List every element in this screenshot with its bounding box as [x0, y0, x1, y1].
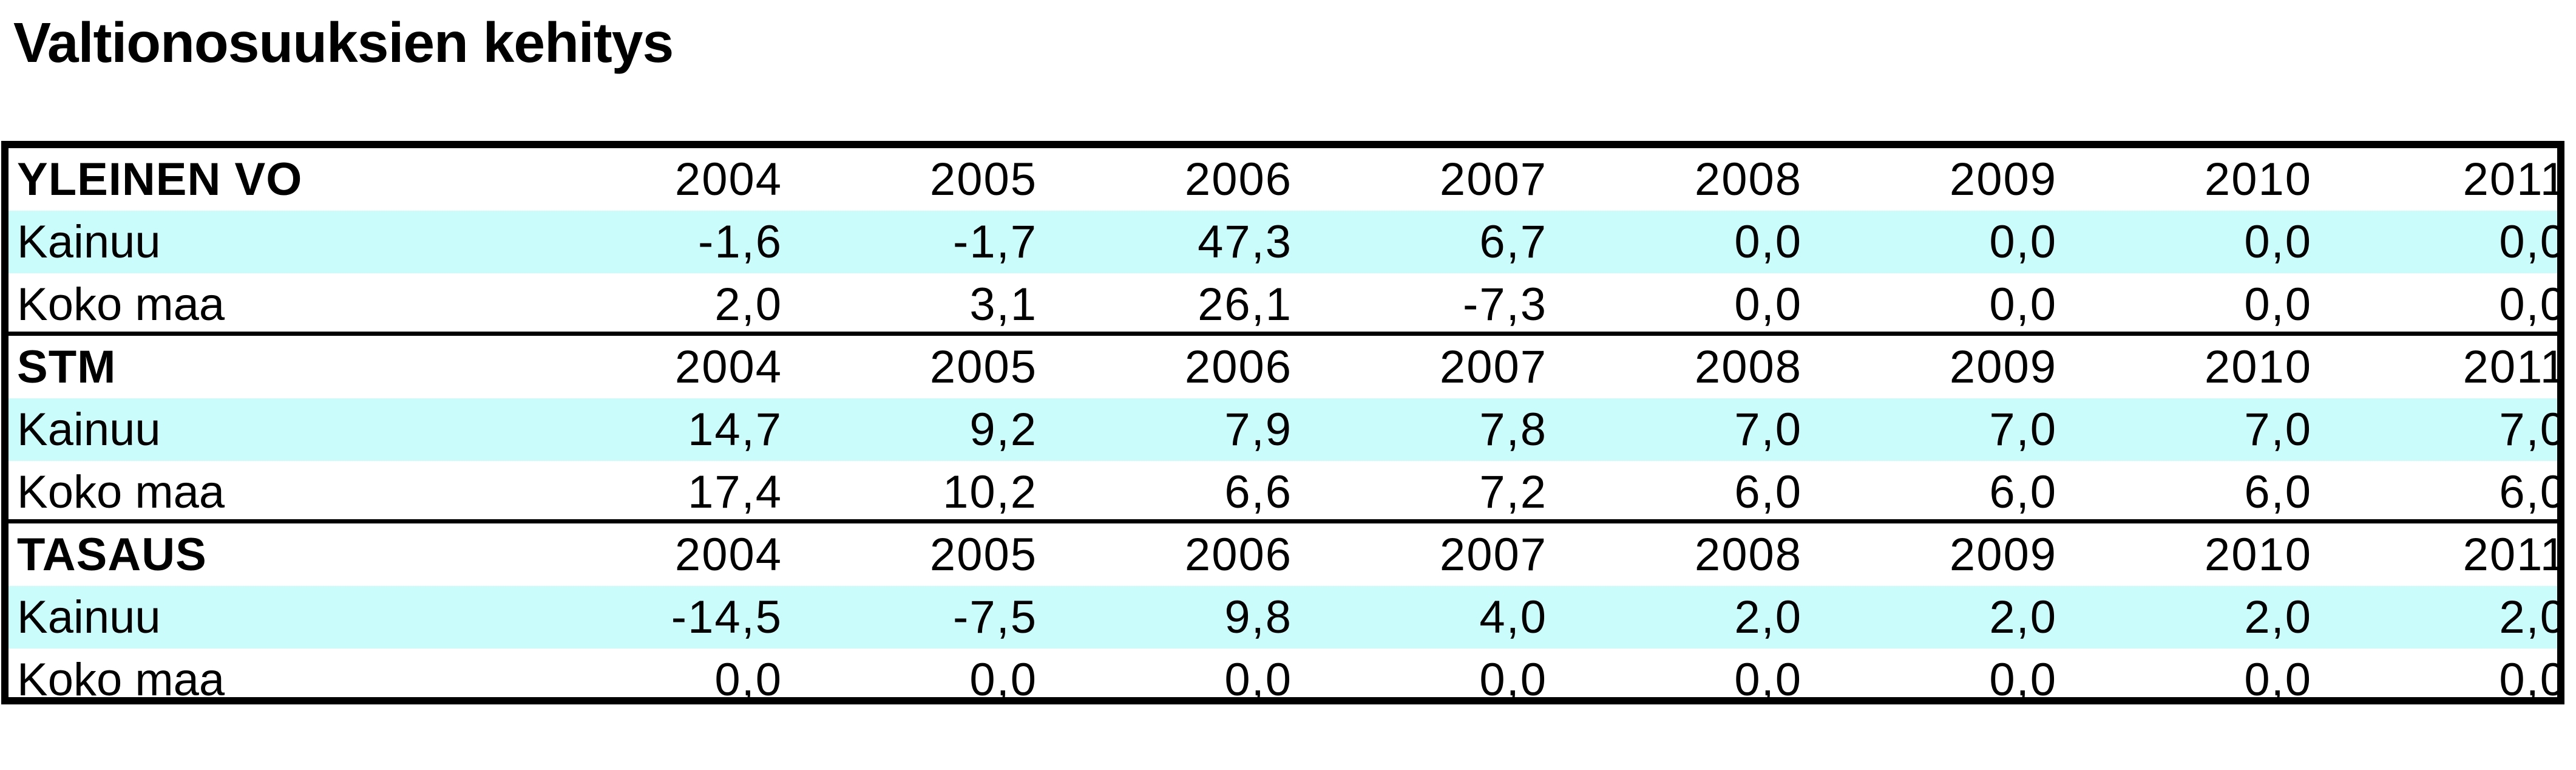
table-row-koko-maa: Koko maa 17,4 10,2 6,6 7,2 6,0 6,0 6,0 6…	[8, 461, 2566, 523]
value-cell: 2,0	[1734, 591, 1802, 643]
value-cell: 7,0	[2499, 404, 2567, 455]
value-cell: 47,3	[1198, 216, 1292, 268]
value-cell: 0,0	[2499, 279, 2567, 330]
table-section-yleinen-vo: YLEINEN VO 2004 2005 2006 2007 2008 2009…	[8, 148, 2566, 332]
year-cell: 2010	[2204, 341, 2312, 393]
year-cell: 2009	[1949, 154, 2057, 205]
value-cell: 7,0	[1989, 404, 2057, 455]
section-header-row: TASAUS 2004 2005 2006 2007 2008 2009 201…	[8, 523, 2566, 586]
value-cell: -1,7	[953, 216, 1037, 268]
value-cell: 3,1	[969, 279, 1037, 330]
value-cell: 10,2	[943, 466, 1037, 518]
value-cell: 26,1	[1198, 279, 1292, 330]
value-cell: 6,0	[2499, 466, 2567, 518]
value-cell: 7,0	[1734, 404, 1802, 455]
year-cell: 2007	[1439, 529, 1547, 581]
value-cell: 6,0	[2244, 466, 2312, 518]
value-cell: 7,9	[1224, 404, 1292, 455]
year-cell: 2008	[1694, 341, 1802, 393]
year-cell: 2009	[1949, 529, 2057, 581]
page-title: Valtionosuuksien kehitys	[13, 11, 674, 74]
table-row-koko-maa: Koko maa 0,0 0,0 0,0 0,0 0,0 0,0 0,0 0,0	[8, 649, 2566, 711]
value-cell: 2,0	[2244, 591, 2312, 643]
value-cell: 6,0	[1734, 466, 1802, 518]
year-cell: 2011	[2462, 341, 2567, 393]
value-cell: 2,0	[714, 279, 782, 330]
value-cell: -7,3	[1463, 279, 1547, 330]
value-cell: 0,0	[1989, 279, 2057, 330]
value-cell: 7,2	[1479, 466, 1547, 518]
value-cell: 0,0	[2244, 216, 2312, 268]
section-title: TASAUS	[17, 529, 207, 581]
table-row-kainuu: Kainuu -14,5 -7,5 9,8 4,0 2,0 2,0 2,0 2,…	[8, 586, 2566, 649]
year-cell: 2011	[2462, 154, 2567, 205]
value-cell: 0,0	[1734, 279, 1802, 330]
section-header-row: YLEINEN VO 2004 2005 2006 2007 2008 2009…	[8, 148, 2566, 211]
year-cell: 2004	[674, 529, 782, 581]
year-cell: 2005	[929, 154, 1037, 205]
year-cell: 2005	[929, 529, 1037, 581]
value-cell: 6,7	[1479, 216, 1547, 268]
section-title: STM	[17, 341, 117, 393]
row-label: Koko maa	[17, 654, 225, 706]
value-cell: 17,4	[688, 466, 782, 518]
table-row-koko-maa: Koko maa 2,0 3,1 26,1 -7,3 0,0 0,0 0,0 0…	[8, 273, 2566, 336]
year-cell: 2004	[674, 154, 782, 205]
year-cell: 2007	[1439, 154, 1547, 205]
value-cell: -7,5	[953, 591, 1037, 643]
value-cell: -14,5	[671, 591, 782, 643]
table-section-stm: STM 2004 2005 2006 2007 2008 2009 2010 2…	[8, 332, 2566, 519]
value-cell: 9,2	[969, 404, 1037, 455]
year-cell: 2007	[1439, 341, 1547, 393]
value-cell: 0,0	[1224, 654, 1292, 706]
value-cell: 0,0	[1734, 216, 1802, 268]
value-cell: 6,6	[1224, 466, 1292, 518]
value-cell: 2,0	[2499, 591, 2567, 643]
year-cell: 2006	[1184, 341, 1292, 393]
value-cell: 0,0	[2499, 216, 2567, 268]
table-row-kainuu: Kainuu 14,7 9,2 7,9 7,8 7,0 7,0 7,0 7,0	[8, 398, 2566, 461]
row-label: Kainuu	[17, 216, 161, 268]
value-cell: 6,0	[1989, 466, 2057, 518]
value-cell: 4,0	[1479, 591, 1547, 643]
year-cell: 2010	[2204, 529, 2312, 581]
row-label: Koko maa	[17, 466, 225, 518]
value-cell: 14,7	[688, 404, 782, 455]
section-title: YLEINEN VO	[17, 154, 303, 205]
value-cell: 0,0	[1734, 654, 1802, 706]
year-cell: 2011	[2462, 529, 2567, 581]
year-cell: 2008	[1694, 154, 1802, 205]
year-cell: 2010	[2204, 154, 2312, 205]
value-cell: 9,8	[1224, 591, 1292, 643]
value-cell: 0,0	[714, 654, 782, 706]
section-header-row: STM 2004 2005 2006 2007 2008 2009 2010 2…	[8, 336, 2566, 398]
year-cell: 2009	[1949, 341, 2057, 393]
value-cell: 0,0	[1479, 654, 1547, 706]
value-cell: 0,0	[2244, 654, 2312, 706]
table-row-kainuu: Kainuu -1,6 -1,7 47,3 6,7 0,0 0,0 0,0 0,…	[8, 211, 2566, 273]
year-cell: 2006	[1184, 154, 1292, 205]
year-cell: 2005	[929, 341, 1037, 393]
year-cell: 2004	[674, 341, 782, 393]
value-cell: 0,0	[969, 654, 1037, 706]
row-label: Kainuu	[17, 591, 161, 643]
data-table: YLEINEN VO 2004 2005 2006 2007 2008 2009…	[1, 141, 2566, 707]
row-label: Koko maa	[17, 279, 225, 330]
value-cell: 0,0	[1989, 216, 2057, 268]
value-cell: 2,0	[1989, 591, 2057, 643]
year-cell: 2008	[1694, 529, 1802, 581]
year-cell: 2006	[1184, 529, 1292, 581]
row-label: Kainuu	[17, 404, 161, 455]
value-cell: -1,6	[698, 216, 782, 268]
value-cell: 0,0	[2244, 279, 2312, 330]
value-cell: 0,0	[2499, 654, 2567, 706]
value-cell: 0,0	[1989, 654, 2057, 706]
table-section-tasaus: TASAUS 2004 2005 2006 2007 2008 2009 201…	[8, 519, 2566, 707]
value-cell: 7,0	[2244, 404, 2312, 455]
value-cell: 7,8	[1479, 404, 1547, 455]
